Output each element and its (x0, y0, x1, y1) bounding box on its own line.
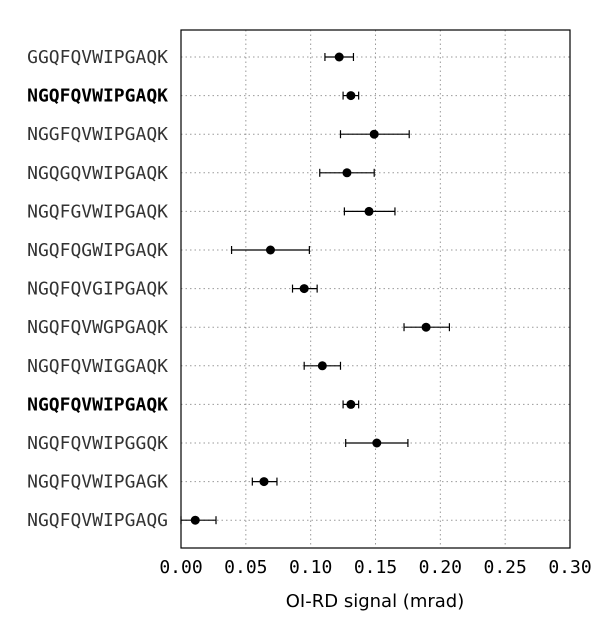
category-label: NGGFQVWIPGAQK (27, 124, 168, 145)
category-labels: GGQFQVWIPGAQK NGQFQVWIPGAQK NGGFQVWIPGAQK N… (27, 47, 168, 531)
data-marks (180, 52, 451, 525)
data-point (265, 245, 275, 255)
x-tick-label: 0.30 (548, 557, 591, 578)
x-tick-label: 0.20 (419, 557, 462, 578)
x-tick-label: 0.10 (289, 557, 332, 578)
category-label: NGQFQVWIPGAQG (27, 510, 168, 531)
x-axis-label: OI-RD signal (mrad) (286, 591, 464, 612)
category-label: NGQFQVGIPGAQK (27, 279, 168, 300)
x-tick-label: 0.05 (224, 557, 267, 578)
x-tick-label: 0.15 (354, 557, 397, 578)
category-label: NGQFQGWIPGAQK (27, 240, 168, 261)
data-point (299, 284, 309, 294)
category-label: GGQFQVWIPGAQK (27, 47, 168, 68)
data-point (334, 52, 344, 62)
data-point (369, 129, 379, 139)
category-label: NGQFQVWGPGAQK (27, 317, 168, 338)
data-point (317, 361, 327, 371)
category-label: NGQFGVWIPGAQK (27, 201, 168, 222)
category-label: NGQGQVWIPGAQK (27, 163, 168, 184)
category-label: NGQFQVWIGGAQK (27, 356, 168, 377)
data-point (346, 91, 356, 101)
category-label: NGQFQVWIPGGQK (27, 433, 168, 454)
x-tick-label: 0.00 (159, 557, 202, 578)
data-point (342, 168, 352, 178)
data-point (372, 438, 382, 448)
data-point (421, 322, 431, 332)
x-tick-label: 0.25 (483, 557, 526, 578)
plot-frame (180, 29, 571, 549)
category-label: NGQFQVWIPGAGK (27, 472, 168, 493)
x-tick-labels: 0.00 0.05 0.10 0.15 0.20 0.25 0.30 (159, 557, 591, 578)
data-point (364, 206, 374, 216)
category-label: NGQFQVWIPGAQK (27, 394, 168, 415)
grid-lines (181, 30, 570, 548)
data-point (259, 477, 269, 487)
category-label: NGQFQVWIPGAQK (27, 86, 168, 107)
data-point (190, 515, 200, 525)
data-point (346, 399, 356, 409)
